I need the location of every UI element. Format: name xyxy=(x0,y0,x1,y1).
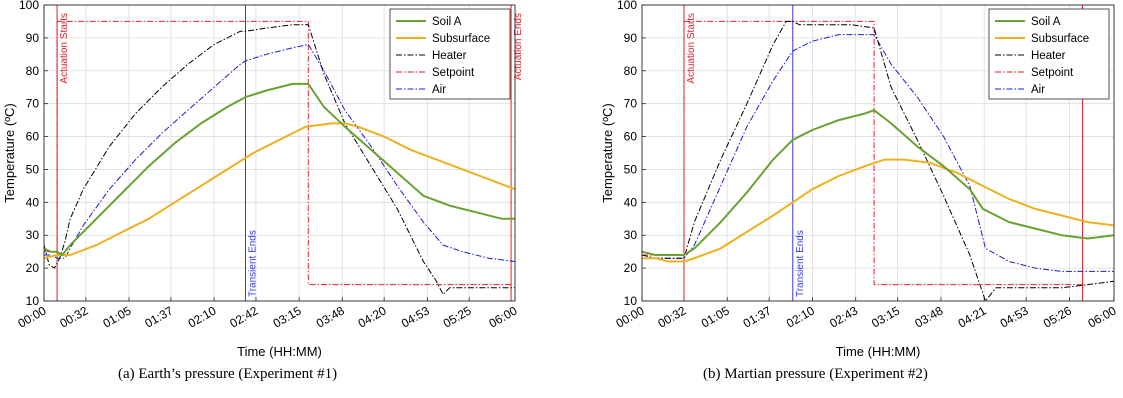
axes-box xyxy=(641,4,1115,302)
x-tick-label: 04:53 xyxy=(399,303,432,330)
legend-label: Soil A xyxy=(1031,16,1061,28)
x-tick-label: 01:37 xyxy=(741,303,774,330)
y-tick-label: 100 xyxy=(617,0,637,12)
y-tick-label: 70 xyxy=(26,97,40,111)
x-tick-label: 03:48 xyxy=(314,303,347,330)
legend-label: Subsurface xyxy=(432,33,490,45)
x-tick-label: 04:20 xyxy=(356,303,389,330)
y-axis-label: Temperature (ºC) xyxy=(600,103,615,202)
x-tick-label: 03:15 xyxy=(271,303,304,330)
legend-box xyxy=(389,8,511,100)
x-tick-label: 00:32 xyxy=(57,303,90,330)
x-tick-label: 02:43 xyxy=(827,303,860,330)
y-tick-label: 10 xyxy=(624,294,638,308)
y-axis-label: Temperature (ºC) xyxy=(2,103,17,202)
series-line-subsurface xyxy=(642,158,1115,263)
x-tick-label: 01:05 xyxy=(101,303,134,330)
x-tick-label: 05:25 xyxy=(441,303,474,330)
marker-label: Transient Ends xyxy=(247,230,258,297)
y-tick-label: 80 xyxy=(624,64,638,78)
x-axis-label: Time (HH:MM) xyxy=(237,344,322,359)
caption-b: (b) Martian pressure (Experiment #2) xyxy=(703,366,928,382)
y-tick-label: 90 xyxy=(26,31,40,45)
y-tick-label: 100 xyxy=(19,0,39,12)
legend-label: Air xyxy=(1031,84,1045,96)
x-tick-label: 02:42 xyxy=(227,303,260,330)
x-tick-label: 03:15 xyxy=(869,303,902,330)
y-tick-label: 40 xyxy=(26,195,40,209)
y-tick-label: 20 xyxy=(26,261,40,275)
legend-box xyxy=(988,8,1110,100)
series-line-air xyxy=(44,44,516,262)
x-axis-label: Time (HH:MM) xyxy=(836,344,921,359)
legend-label: Setpoint xyxy=(1031,67,1074,79)
x-tick-label: 03:48 xyxy=(912,303,945,330)
legend-label: Soil A xyxy=(432,16,462,28)
legend-label: Heater xyxy=(432,50,467,62)
legend: Soil A Subsurface Heater Setpoint Air xyxy=(389,8,511,100)
series-line-soil-a xyxy=(641,109,1115,256)
legend-label: Setpoint xyxy=(432,67,475,79)
legend-label: Subsurface xyxy=(1031,33,1089,45)
y-tick-label: 20 xyxy=(624,261,638,275)
caption-a: (a) Earth’s pressure (Experiment #1) xyxy=(118,366,338,382)
axes-box xyxy=(43,4,516,302)
series-line-subsurface xyxy=(43,122,516,260)
x-tick-label: 02:10 xyxy=(186,303,219,330)
series-line-soil-a xyxy=(43,82,515,256)
y-tick-label: 60 xyxy=(624,130,638,144)
x-tick-label: 04:21 xyxy=(956,303,989,330)
marker-label: Actuation Starts xyxy=(59,13,70,84)
series-line-heater xyxy=(641,20,1115,302)
x-tick-label: 06:00 xyxy=(1085,303,1118,330)
y-tick-label: 10 xyxy=(26,294,40,308)
y-tick-label: 60 xyxy=(26,130,40,144)
x-tick-label: 01:37 xyxy=(142,303,175,330)
legend-label: Heater xyxy=(1031,50,1066,62)
y-tick-label: 50 xyxy=(624,162,638,176)
series-line-heater xyxy=(43,24,515,295)
y-tick-label: 90 xyxy=(624,31,638,45)
x-tick-label: 04:53 xyxy=(998,303,1031,330)
y-tick-label: 50 xyxy=(26,162,40,176)
x-tick-label: 05:26 xyxy=(1041,303,1074,330)
y-tick-label: 40 xyxy=(624,195,638,209)
y-tick-label: 70 xyxy=(624,97,638,111)
marker-label: Transient Ends xyxy=(795,230,806,297)
legend-label: Air xyxy=(432,84,446,96)
marker-label: Actuation Ends xyxy=(513,13,524,80)
y-tick-label: 30 xyxy=(26,228,40,242)
marker-label: Actuation Starts xyxy=(686,13,697,84)
x-tick-label: 01:05 xyxy=(699,303,732,330)
x-tick-label: 02:10 xyxy=(784,303,817,330)
y-tick-label: 30 xyxy=(624,228,638,242)
x-tick-label: 06:00 xyxy=(486,303,519,330)
x-tick-label: 00:32 xyxy=(655,303,688,330)
legend: Soil A Subsurface Heater Setpoint Air xyxy=(988,8,1110,100)
series-line-setpoint xyxy=(44,20,512,286)
y-tick-label: 80 xyxy=(26,64,40,78)
